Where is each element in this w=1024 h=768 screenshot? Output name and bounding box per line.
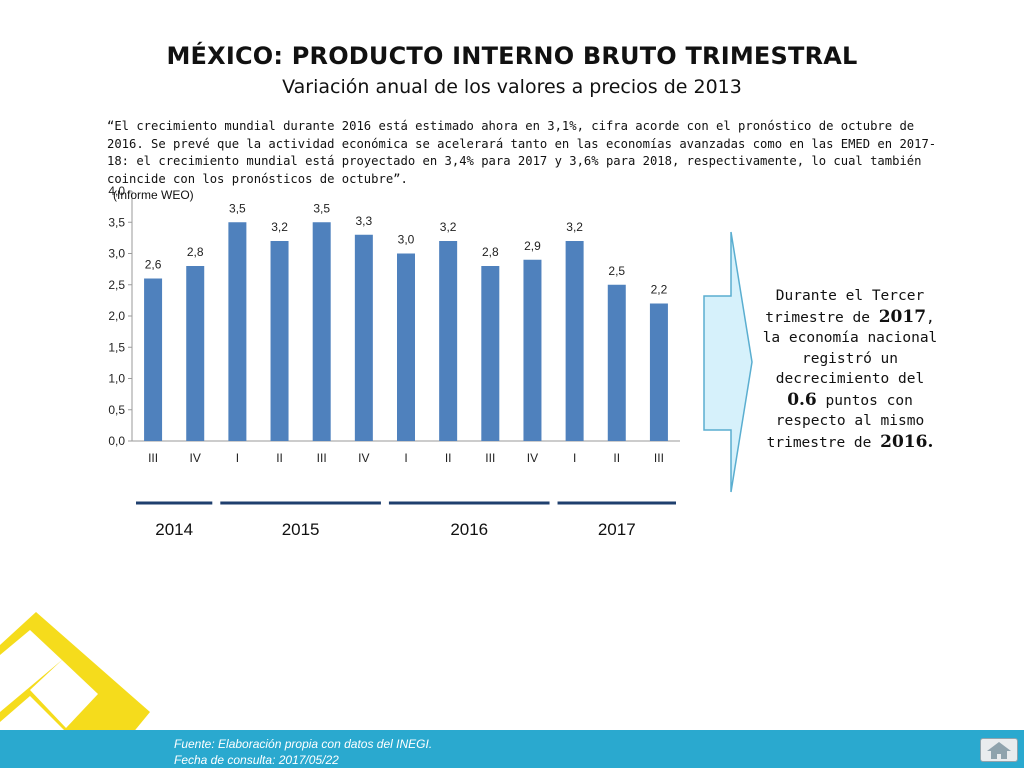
footer-bar: Fuente: Elaboración propia con datos del… [0, 730, 1024, 768]
bar [270, 241, 289, 441]
footer-source: Fuente: Elaboración propia con datos del… [174, 736, 432, 768]
bar [649, 303, 668, 441]
bar [607, 284, 626, 441]
callout-line2: , la economía nacional registró un decre… [762, 309, 938, 388]
bar [523, 259, 542, 441]
home-icon [987, 742, 1011, 759]
bar [312, 222, 331, 441]
bar [439, 241, 458, 441]
y-tick-label: 1,0 [108, 372, 125, 386]
callout-text: Durante el Tercer trimestre de 2017, la … [762, 286, 938, 453]
bar [565, 241, 584, 441]
x-tick-label: I [404, 451, 407, 465]
page-subtitle: Variación anual de los valores a precios… [282, 76, 742, 98]
x-tick-label: III [317, 451, 327, 465]
bar [186, 266, 205, 441]
callout-value: 0.6 [787, 389, 817, 410]
home-button[interactable] [980, 738, 1018, 762]
bar-data-label: 3,2 [271, 220, 288, 234]
bar-data-label: 2,5 [608, 264, 625, 278]
x-tick-label: I [236, 451, 239, 465]
bar [228, 222, 247, 441]
bar-data-label: 3,3 [356, 214, 373, 228]
bar [354, 234, 373, 441]
year-group-label: 2017 [598, 520, 636, 539]
x-tick-label: II [276, 451, 283, 465]
quote-source: (Informe WEO) [113, 188, 194, 202]
bar [481, 266, 500, 441]
x-tick-label: IV [190, 451, 201, 465]
x-tick-label: II [445, 451, 452, 465]
y-tick-label: 3,5 [108, 215, 125, 229]
callout-year-2016: 2016 [880, 431, 928, 452]
y-tick-label: 2,5 [108, 278, 125, 292]
callout-line1: Durante el Tercer trimestre de [765, 288, 925, 326]
x-tick-label: II [613, 451, 620, 465]
bar-data-label: 2,6 [145, 258, 162, 272]
y-tick-label: 0,5 [108, 403, 125, 417]
bar-data-label: 3,5 [313, 201, 330, 215]
page-title: MÉXICO: PRODUCTO INTERNO BRUTO TRIMESTRA… [166, 42, 858, 70]
y-tick-label: 3,0 [108, 247, 125, 261]
weo-quote: “El crecimiento mundial durante 2016 est… [107, 118, 947, 188]
bar-data-label: 3,5 [229, 201, 246, 215]
bar-data-label: 3,2 [566, 220, 583, 234]
bar-data-label: 2,2 [651, 283, 668, 297]
y-tick-label: 4,0 [108, 184, 125, 198]
bar-data-label: 3,0 [398, 233, 415, 247]
y-tick-label: 1,5 [108, 340, 125, 354]
x-tick-label: IV [527, 451, 538, 465]
year-group-label: 2015 [282, 520, 320, 539]
callout-period: . [927, 431, 934, 452]
y-tick-label: 2,0 [108, 309, 125, 323]
x-tick-label: III [485, 451, 495, 465]
bar-data-label: 2,8 [187, 245, 204, 259]
bar-data-label: 2,9 [524, 239, 541, 253]
x-tick-label: I [573, 451, 576, 465]
bar [144, 278, 163, 441]
bar-data-label: 2,8 [482, 245, 499, 259]
bar-data-label: 3,2 [440, 220, 457, 234]
right-arrow-icon [703, 231, 753, 493]
footer-date-line: Fecha de consulta: 2017/05/22 [174, 753, 339, 767]
y-tick-label: 0,0 [108, 434, 125, 448]
year-group-label: 2014 [155, 520, 193, 539]
bar [397, 253, 415, 441]
year-group-label: 2016 [450, 520, 488, 539]
callout-line3: puntos con respecto al mismo trimestre d… [766, 392, 925, 451]
x-tick-label: III [148, 451, 158, 465]
quote-text: “El crecimiento mundial durante 2016 est… [107, 119, 937, 186]
callout-year-2017: 2017 [878, 306, 927, 327]
footer-source-line: Fuente: Elaboración propia con datos del… [174, 737, 433, 751]
x-tick-label: III [654, 451, 664, 465]
x-tick-label: IV [358, 451, 369, 465]
